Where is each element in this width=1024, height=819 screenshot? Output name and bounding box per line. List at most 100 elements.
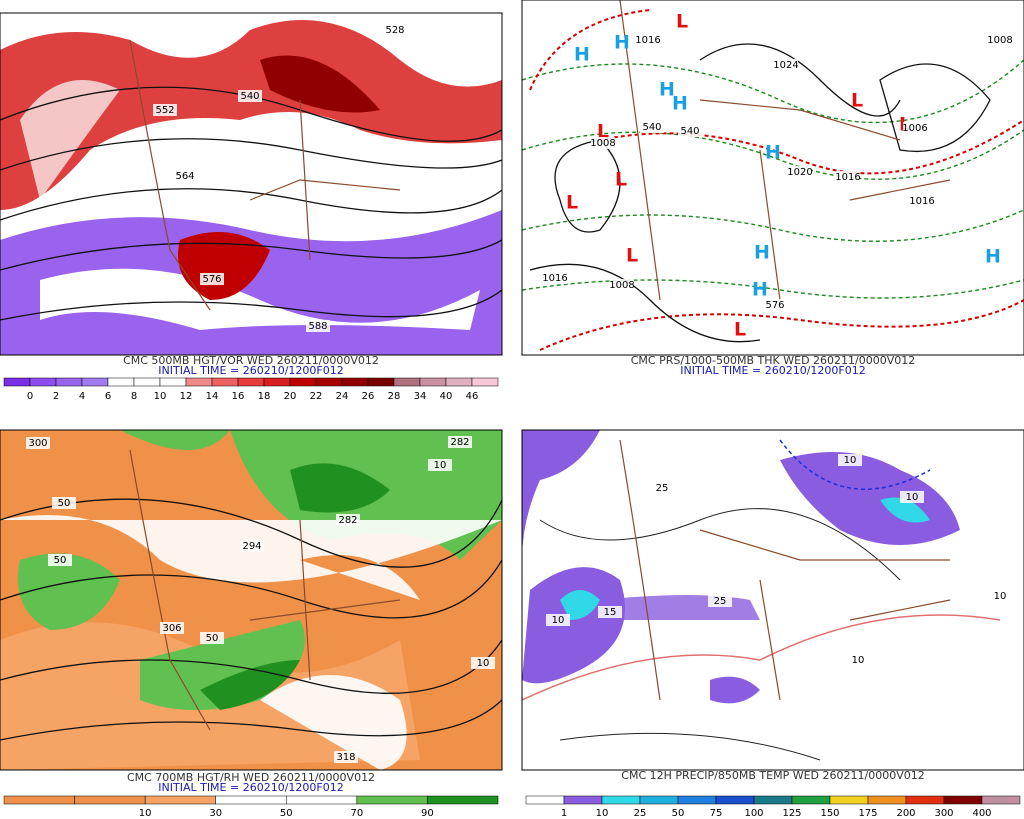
contour-label: 300 <box>28 438 47 449</box>
map-frame <box>0 429 503 771</box>
contour-label: 1016 <box>635 35 660 46</box>
map-pressure <box>522 0 1024 355</box>
contour-label: 540 <box>240 91 259 102</box>
colorbar-swatch <box>286 795 358 805</box>
map-title: CMC PRS/1000-500MB THK WED 260211/0000V0… <box>631 354 916 367</box>
map-precip <box>522 430 1024 770</box>
contour-label: 10 <box>852 655 865 666</box>
contour-label: 540 <box>680 126 699 137</box>
colorbar-label: 46 <box>466 391 479 402</box>
colorbar-swatch <box>356 795 428 805</box>
colorbar-swatch <box>393 377 421 387</box>
label-bg <box>903 122 927 134</box>
colorbar-swatch <box>81 377 109 387</box>
contour-label: 294 <box>242 541 261 552</box>
contour-label: 1006 <box>902 123 927 134</box>
colorbar-swatch <box>367 377 395 387</box>
pressure-center: H <box>659 79 675 101</box>
contour-label: 282 <box>450 437 469 448</box>
contour-label: 10 <box>844 455 857 466</box>
contour-label: 318 <box>336 752 355 763</box>
label-bg <box>240 540 264 552</box>
map-500mb <box>0 13 502 355</box>
colorbar-label: 1 <box>561 808 567 819</box>
colorbar-label: 14 <box>206 391 219 402</box>
label-bg <box>640 121 664 133</box>
label-bg <box>26 437 50 449</box>
colorbar-swatch <box>29 377 57 387</box>
colorbar-label: 4 <box>79 391 85 402</box>
label-bg <box>650 482 674 494</box>
colorbar-swatch <box>427 795 499 805</box>
label-bg <box>383 24 407 36</box>
label-bg <box>591 137 615 149</box>
colorbar-swatch <box>341 377 369 387</box>
contour-label: 528 <box>385 25 404 36</box>
label-bg <box>48 554 72 566</box>
colorbar-swatch <box>943 795 983 805</box>
colorbar-swatch <box>315 377 343 387</box>
pressure-center: H <box>752 279 768 301</box>
colorbar-swatch <box>74 795 146 805</box>
colorbar-label: 8 <box>131 391 137 402</box>
label-bg <box>52 497 76 509</box>
label-bg <box>910 195 934 207</box>
colorbar-label: 75 <box>710 808 723 819</box>
colorbar-label: 10 <box>596 808 609 819</box>
map-title: CMC 12H PRECIP/850MB TEMP WED 260211/000… <box>621 769 924 782</box>
colorbar-swatch <box>107 377 135 387</box>
pressure-center: L <box>626 245 638 267</box>
label-bg <box>598 606 622 618</box>
colorbar-swatch <box>905 795 945 805</box>
contour-label: 564 <box>175 171 194 182</box>
map-frame <box>521 0 1024 356</box>
label-bg <box>173 170 197 182</box>
label-bg <box>838 454 862 466</box>
contour-label: 552 <box>155 105 174 116</box>
colorbar-label: 18 <box>258 391 271 402</box>
label-bg <box>471 657 495 669</box>
colorbar-swatch <box>185 377 213 387</box>
colorbar-swatch <box>237 377 265 387</box>
label-bg <box>448 436 472 448</box>
label-bg <box>678 125 702 137</box>
colorbar-label: 400 <box>972 808 991 819</box>
colorbar-swatch <box>525 795 565 805</box>
colorbar-label: 10 <box>154 391 167 402</box>
label-bg <box>636 34 660 46</box>
colorbar-swatch <box>563 795 603 805</box>
contour-label: 576 <box>765 300 784 311</box>
label-bg <box>763 299 787 311</box>
colorbar-label: 34 <box>414 391 427 402</box>
colorbar-swatch <box>55 377 83 387</box>
colorbar-swatch <box>133 377 161 387</box>
colorbar-swatch <box>829 795 869 805</box>
pressure-center: H <box>614 32 630 54</box>
colorbar-swatch <box>753 795 793 805</box>
colorbar-swatch <box>289 377 317 387</box>
colorbar-swatch <box>867 795 907 805</box>
contour-label: 1020 <box>787 167 812 178</box>
label-bg <box>988 34 1012 46</box>
colorbar-label: 26 <box>362 391 375 402</box>
contour-label: 50 <box>54 555 67 566</box>
contour-label: 282 <box>338 515 357 526</box>
contour-label: 10 <box>434 460 447 471</box>
colorbar-label: 10 <box>139 808 152 819</box>
colorbar-swatch <box>3 795 75 805</box>
label-bg <box>774 59 798 71</box>
pressure-center: H <box>672 93 688 115</box>
label-bg <box>428 459 452 471</box>
colorbar-label: 22 <box>310 391 323 402</box>
map-title: CMC 500MB HGT/VOR WED 260211/0000V012 <box>123 354 379 367</box>
colorbar-label: 0 <box>27 391 33 402</box>
contour-label: 10 <box>994 591 1007 602</box>
label-bg <box>788 166 812 178</box>
map-frame <box>521 429 1024 771</box>
colorbar-swatch <box>677 795 717 805</box>
contour-label: 50 <box>58 498 71 509</box>
contour-label: 15 <box>604 607 617 618</box>
map-700mb <box>0 430 502 770</box>
colorbar-swatch <box>215 795 287 805</box>
